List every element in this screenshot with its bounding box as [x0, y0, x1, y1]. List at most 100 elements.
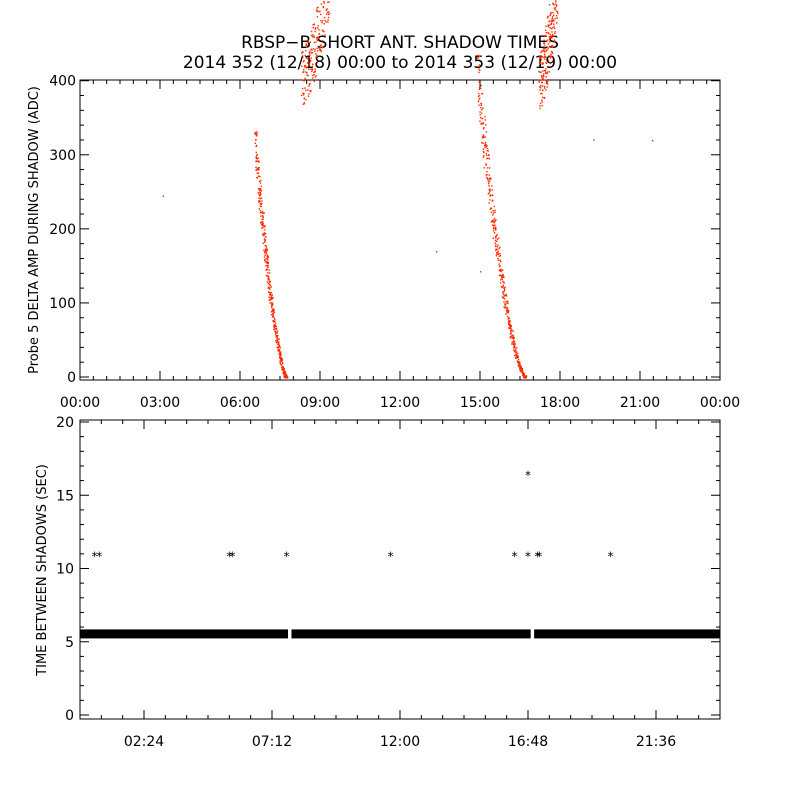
amp-point: [494, 220, 496, 222]
amp-point: [278, 348, 281, 351]
amp-point: [512, 343, 514, 345]
amp-point: [504, 298, 506, 300]
amp-point: [308, 57, 311, 59]
amp-point: [499, 246, 501, 249]
amp-point: [511, 335, 513, 338]
amp-point: [255, 166, 257, 169]
amp-point: [499, 259, 501, 261]
amp-point: [306, 62, 309, 64]
amp-point: [267, 277, 269, 280]
amp-point: [551, 27, 554, 29]
amp-point: [317, 37, 320, 39]
amp-point: [281, 359, 283, 362]
amp-point: [311, 65, 314, 68]
amp-point: [327, 19, 329, 21]
amp-point: [273, 327, 276, 329]
amp-point: [302, 56, 304, 59]
amp-point: [540, 61, 542, 63]
amp-point: [500, 282, 502, 284]
amp-point: [485, 164, 487, 166]
amp-point: [264, 254, 266, 257]
amp-point: [310, 51, 313, 54]
amp-point: [302, 87, 304, 90]
amp-point: [501, 277, 503, 279]
gap-point: *: [284, 549, 290, 563]
amp-x-tick-label: 03:00: [140, 395, 180, 411]
amp-point: [492, 199, 494, 201]
amp-point: [503, 276, 505, 278]
amp-point: [495, 229, 497, 231]
amp-point: [512, 330, 514, 332]
amp-point: [481, 123, 483, 125]
amp-point: [543, 70, 546, 72]
amp-point: [274, 328, 276, 330]
amp-point: [552, 2, 554, 5]
amp-point: [279, 362, 281, 364]
amp-point: [518, 361, 520, 364]
amp-point: [541, 50, 543, 52]
amp-point: [310, 59, 312, 62]
amp-point: [303, 92, 305, 95]
amp-point: [308, 93, 310, 95]
amp-point: [271, 310, 274, 312]
amp-point: [546, 17, 549, 19]
amp-point: [277, 334, 279, 337]
amp-point: [265, 274, 268, 277]
amp-point: [491, 185, 493, 187]
amp-point: [495, 249, 497, 252]
amp-point: [518, 364, 520, 366]
amp-point: [479, 116, 482, 119]
amp-point: [314, 62, 317, 65]
amp-point: [504, 303, 506, 305]
amp-point: [263, 232, 266, 235]
amp-point: [323, 17, 326, 19]
amp-point: [540, 51, 542, 54]
amp-point: [512, 342, 515, 344]
amp-point: [272, 316, 275, 318]
amp-point: [499, 254, 502, 257]
amp-point: [488, 158, 491, 160]
amp-point: [481, 142, 483, 144]
amp-point: [523, 375, 526, 378]
amp-point: [540, 84, 542, 87]
amp-point: [549, 36, 552, 38]
amp-point: [275, 327, 278, 330]
amp-point: [486, 154, 488, 157]
amp-point: [501, 278, 503, 281]
amp-point: [260, 205, 262, 208]
amp-point: [480, 84, 482, 87]
amp-point: [264, 232, 267, 235]
amp-point: [310, 30, 313, 33]
amp-point: [314, 50, 316, 52]
amp-point: [261, 210, 264, 213]
amp-point: [512, 339, 515, 342]
amp-point: [549, 55, 552, 57]
amp-point: [492, 237, 495, 239]
amp-point: [509, 320, 511, 322]
amp-point: [506, 307, 508, 309]
amp-point: [492, 210, 494, 212]
gap-point: *: [92, 549, 98, 563]
amp-point: [268, 286, 270, 288]
amp-point: [303, 68, 305, 71]
amp-point: [514, 349, 517, 351]
amp-point: [542, 78, 544, 80]
amp-point: [302, 103, 304, 105]
amp-x-tick-label: 21:00: [620, 395, 660, 411]
amp-point: [284, 371, 287, 374]
amp-point: [555, 5, 558, 8]
amp-point: [509, 336, 511, 339]
amp-point: [278, 338, 280, 340]
gap-y-tick-label: 20: [56, 415, 74, 431]
amp-point: [321, 29, 324, 31]
amp-point: [270, 302, 273, 304]
amp-point: [276, 336, 278, 338]
amp-point: [283, 370, 285, 372]
amp-point: [264, 239, 267, 241]
amp-point: [309, 79, 311, 82]
amp-point: [542, 50, 544, 52]
gap-y-tick-label: 10: [56, 562, 74, 578]
amp-point: [275, 336, 277, 338]
amp-point: [547, 46, 549, 48]
amp-point: [551, 16, 554, 18]
